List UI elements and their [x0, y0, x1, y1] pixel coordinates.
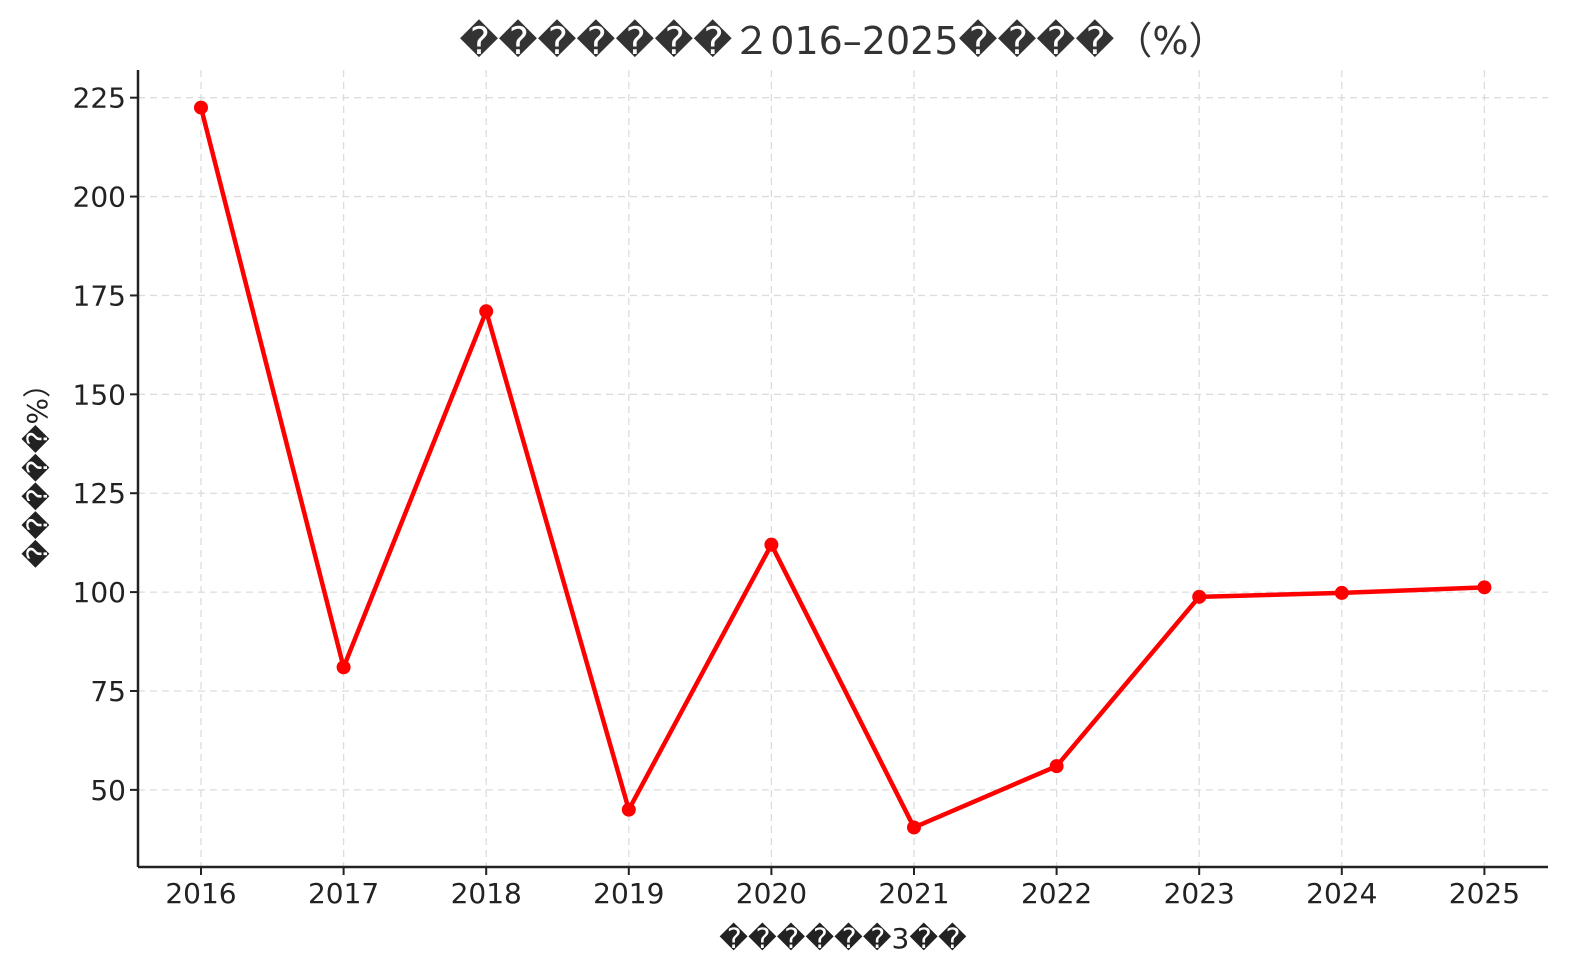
y-tick-label: 100: [73, 576, 126, 609]
y-tick-label: 75: [90, 675, 126, 708]
y-tick-label: 150: [73, 378, 126, 411]
data-series: [194, 100, 1492, 835]
axes: [136, 70, 1548, 869]
data-point: [1477, 580, 1492, 595]
data-point: [764, 537, 779, 552]
grid: [138, 70, 1548, 867]
x-tick-label: 2022: [1021, 877, 1092, 910]
x-tick-label: 2019: [593, 877, 664, 910]
y-tick-label: 125: [73, 477, 126, 510]
x-tick-label: 2018: [451, 877, 522, 910]
ticks: 50 75 100 125 150 175 200 225 2016 2017 2018 2019 20…: [73, 82, 1520, 910]
x-tick-label: 2016: [165, 877, 236, 910]
x-tick-label: 2025: [1449, 877, 1520, 910]
y-tick-label: 200: [73, 181, 126, 214]
y-tick-label: 50: [90, 774, 126, 807]
data-point: [621, 802, 636, 817]
data-point: [194, 100, 208, 115]
y-tick-label: 225: [73, 82, 126, 115]
data-point: [336, 660, 351, 675]
data-point: [907, 820, 921, 835]
data-point: [1049, 759, 1064, 774]
x-axis-label: ������3��: [719, 922, 967, 955]
data-point: [1192, 589, 1207, 604]
chart-title: �������２016–2025����（%）: [460, 19, 1227, 63]
series-line: [198, 105, 1487, 830]
x-tick-label: 2021: [878, 877, 949, 910]
x-tick-label: 2023: [1164, 877, 1235, 910]
data-point: [479, 304, 494, 319]
y-tick-label: 175: [73, 279, 126, 312]
y-axis-label: �����%）: [21, 370, 54, 568]
x-tick-label: 2020: [736, 877, 807, 910]
data-point: [1334, 585, 1349, 600]
x-tick-label: 2017: [308, 877, 379, 910]
x-tick-label: 2024: [1306, 877, 1377, 910]
